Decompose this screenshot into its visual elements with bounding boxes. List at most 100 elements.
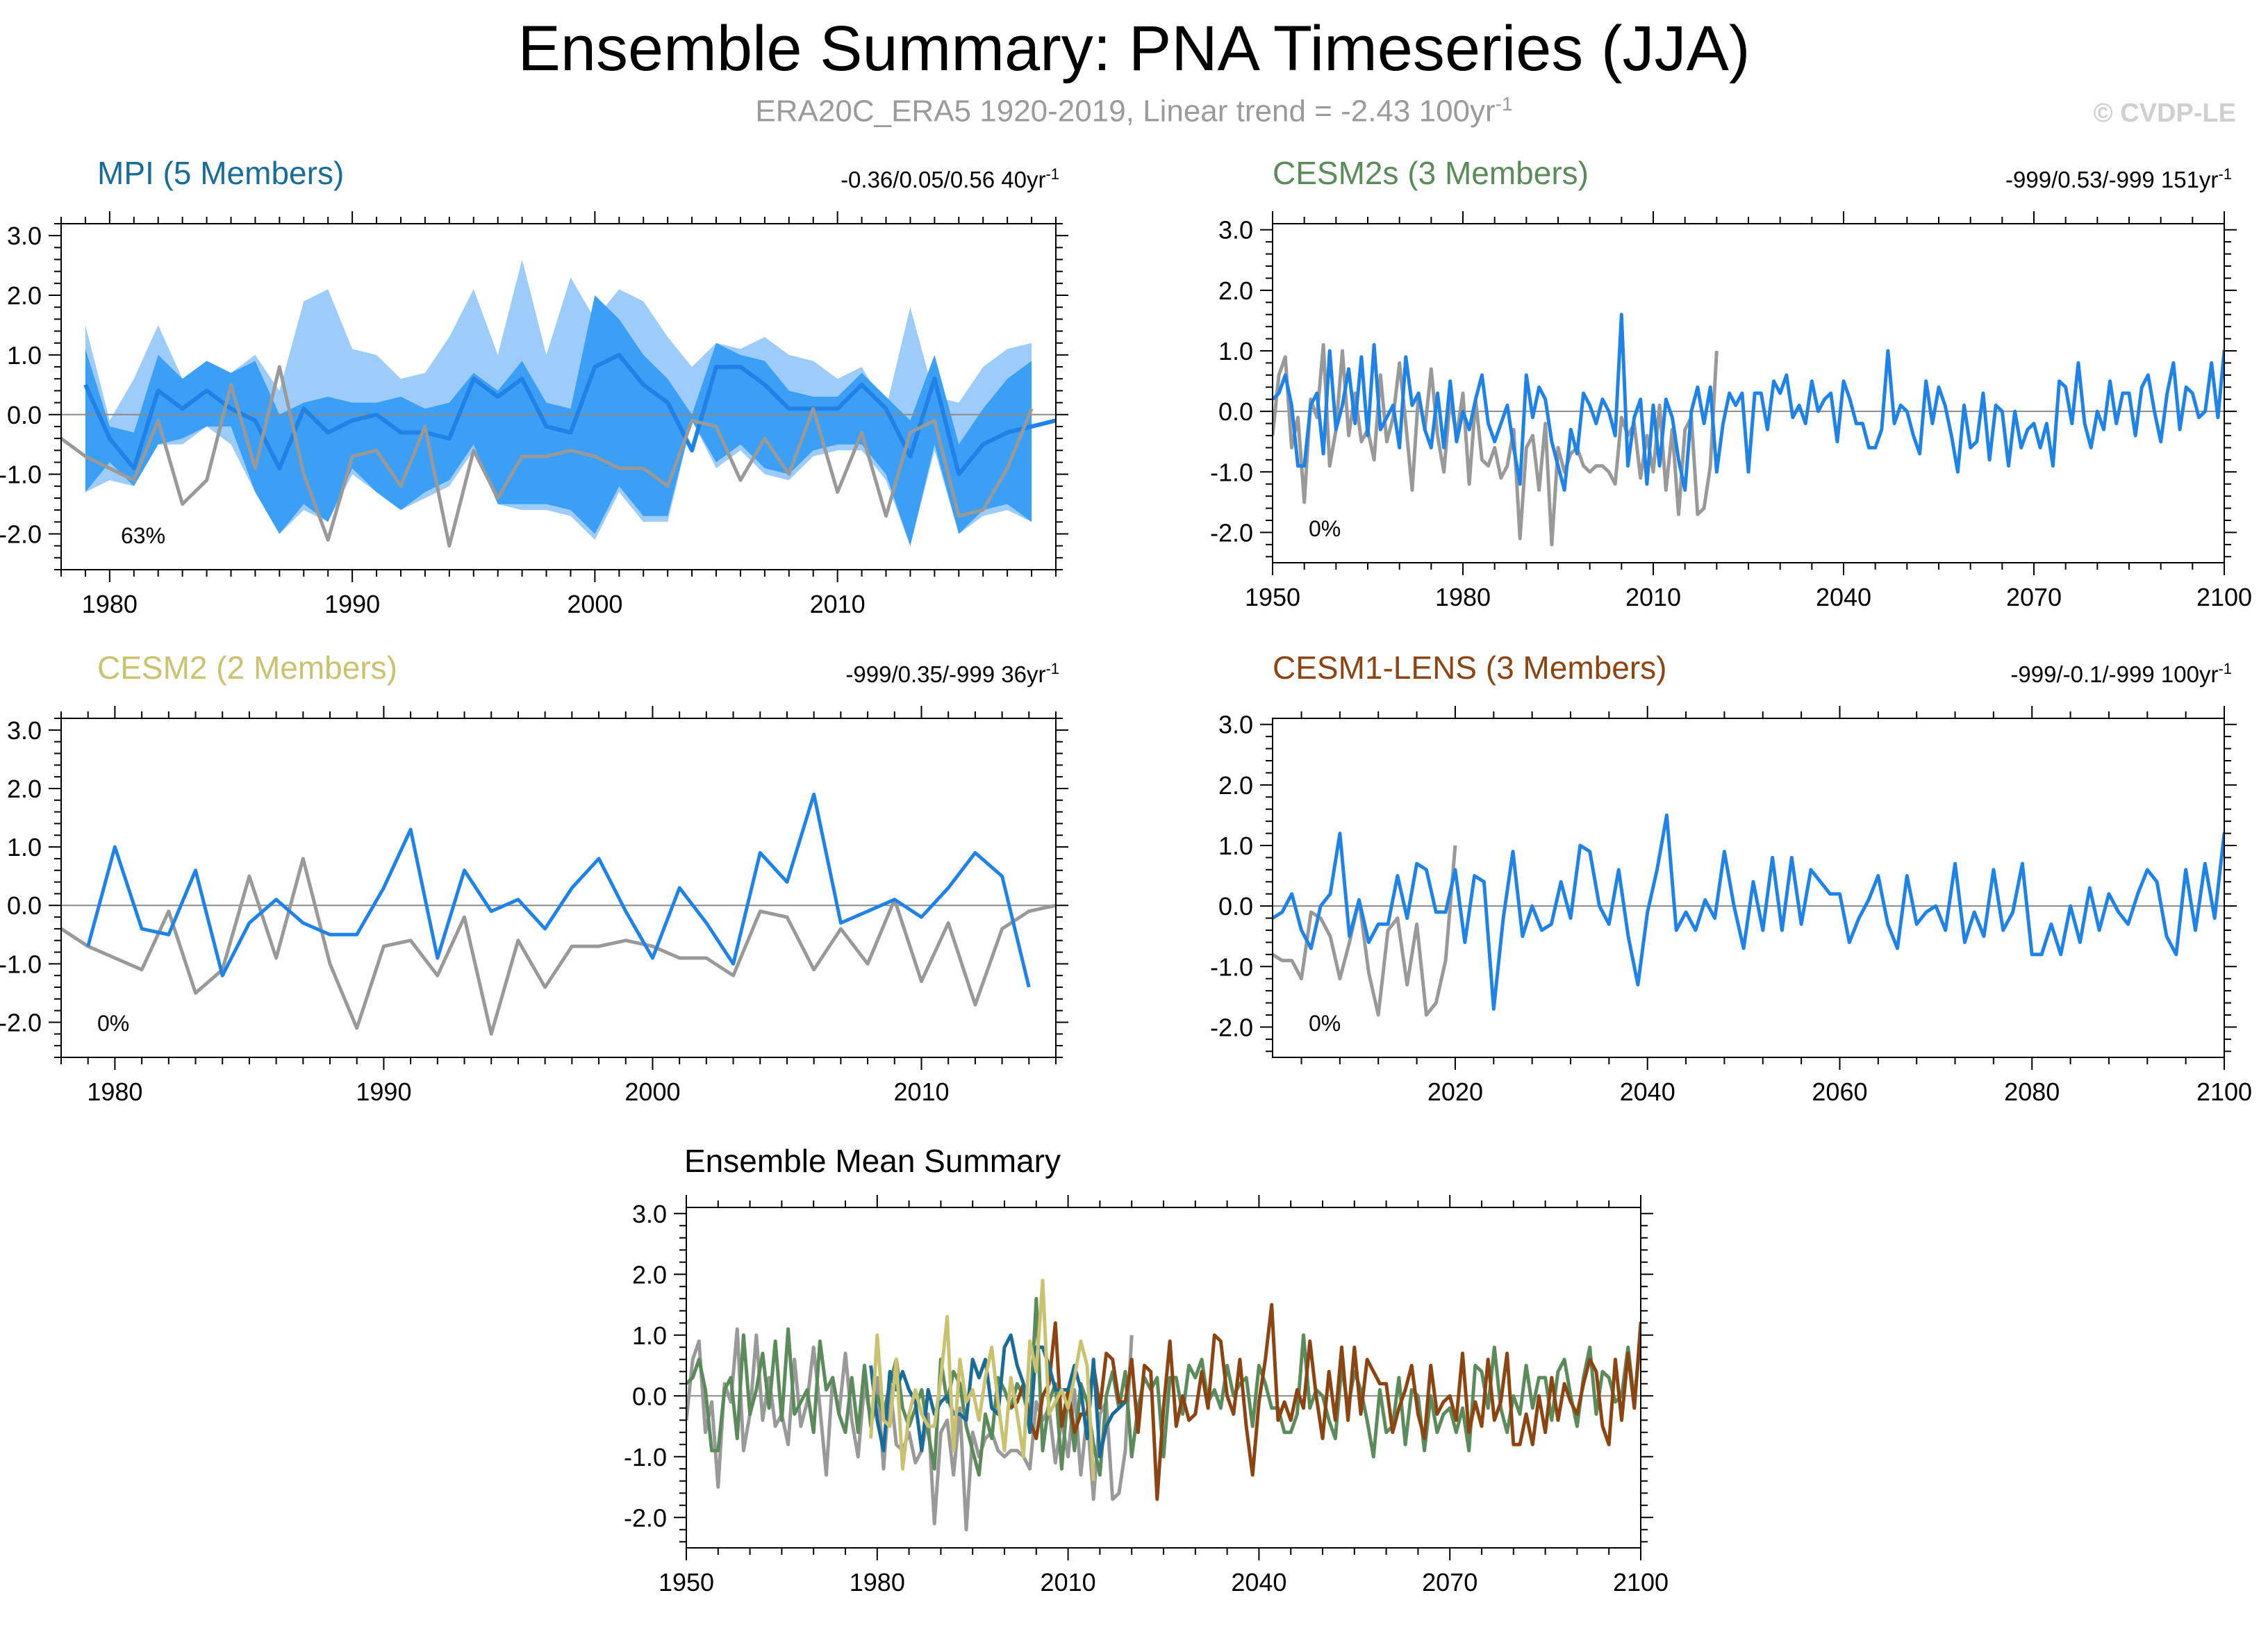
x-tick-label: 2000 — [567, 590, 622, 618]
percent-label: 0% — [1309, 1011, 1341, 1036]
y-tick-label: -2.0 — [624, 1503, 667, 1532]
x-tick-label: 2060 — [1812, 1078, 1867, 1106]
y-tick-label: 0.0 — [7, 401, 42, 429]
trend-cesm1-sup: -1 — [2218, 660, 2232, 677]
panel-title-cesm2: CESM2 (2 Members) — [97, 650, 397, 686]
y-tick-label: -1.0 — [1210, 952, 1253, 981]
y-tick-label: 3.0 — [7, 222, 42, 250]
chart-panel-cesm2: -2.0 -1.0 0.0 1.0 2.0 3.0 1980 1990 2000 2010 0% — [0, 706, 1068, 1106]
y-tick-label: -2.0 — [1210, 1013, 1253, 1041]
chart-panel-cesm1: -2.0 -1.0 0.0 1.0 2.0 3.0 2020 2040 2060 2080 2100… — [1210, 706, 2252, 1106]
x-tick-label: 2080 — [2004, 1078, 2060, 1106]
y-tick-label: 1.0 — [1218, 337, 1253, 365]
y-tick-label: -1.0 — [0, 950, 42, 978]
plot-frame — [60, 718, 1057, 1058]
x-tick-label: 1950 — [1245, 583, 1300, 611]
series-line-observations — [1273, 845, 1457, 1017]
panel-title-cesm2s: CESM2s (3 Members) — [1273, 155, 1589, 191]
series-line-cesm1-lens — [1009, 1303, 1641, 1501]
trend-mpi-text: -0.36/0.05/0.56 40yr — [841, 167, 1046, 192]
trend-cesm2-text: -999/0.35/-999 36yr — [845, 661, 1046, 687]
panel-title-mpi: MPI (5 Members) — [97, 155, 345, 191]
y-tick-label: 2.0 — [7, 281, 42, 310]
y-tick-label: -1.0 — [1210, 458, 1253, 486]
x-tick-label: 2010 — [1041, 1568, 1096, 1596]
y-tick-label: 0.0 — [7, 891, 42, 920]
x-tick-label: 1980 — [850, 1568, 905, 1596]
y-tick-label: 1.0 — [1218, 832, 1253, 860]
trend-mpi: -0.36/0.05/0.56 40yr-1 — [841, 165, 1059, 193]
x-tick-label: 2010 — [810, 590, 866, 618]
x-tick-label: 2070 — [2006, 583, 2062, 611]
y-tick-label: 1.0 — [7, 833, 42, 861]
x-tick-label: 1980 — [82, 590, 138, 618]
x-tick-label: 1990 — [324, 590, 380, 618]
page-title: Ensemble Summary: PNA Timeseries (JJA) — [518, 13, 1750, 84]
plot-area — [686, 1278, 1641, 1532]
series-line-observations — [61, 365, 1034, 548]
x-tick-label: 2100 — [2196, 583, 2252, 611]
trend-cesm2s-sup: -1 — [2218, 165, 2232, 183]
x-tick-label: 2020 — [1427, 1078, 1483, 1106]
series-line-ensemble-mean — [1273, 313, 2224, 492]
page-subtitle: ERA20C_ERA5 1920-2019, Linear trend = -2… — [0, 93, 2268, 129]
y-tick-label: 1.0 — [632, 1321, 667, 1350]
x-tick-label: 2040 — [1816, 583, 1871, 611]
x-tick-label: 1980 — [1435, 583, 1491, 611]
series-line-ensemble-mean — [1273, 813, 2224, 1011]
plot-area — [61, 792, 1056, 1036]
y-tick-label: 0.0 — [1218, 892, 1253, 921]
y-tick-label: -2.0 — [0, 520, 42, 548]
x-tick-label: 2010 — [893, 1078, 949, 1106]
copyright-label: © CVDP-LE — [2093, 99, 2236, 128]
y-tick-label: 3.0 — [1218, 216, 1253, 245]
y-tick-label: -1.0 — [624, 1443, 667, 1471]
y-tick-label: 0.0 — [1218, 397, 1253, 426]
plot-area — [61, 259, 1056, 548]
y-tick-label: 2.0 — [7, 775, 42, 803]
x-tick-label: 1950 — [659, 1568, 714, 1596]
subtitle-sup: -1 — [1495, 93, 1513, 115]
trend-cesm2s-text: -999/0.53/-999 151yr — [2005, 167, 2219, 192]
plot-area — [1273, 813, 2224, 1017]
trend-cesm1: -999/-0.1/-999 100yr-1 — [2010, 660, 2232, 688]
x-tick-label: 2070 — [1422, 1568, 1477, 1596]
x-tick-label: 1980 — [87, 1078, 142, 1106]
y-tick-label: 1.0 — [7, 341, 42, 370]
x-tick-label: 2100 — [2196, 1078, 2252, 1106]
trend-mpi-sup: -1 — [1045, 165, 1059, 183]
percent-label: 63% — [121, 523, 165, 548]
y-tick-label: 2.0 — [632, 1260, 667, 1289]
series-line-cesm2 — [869, 1278, 1095, 1481]
percent-label: 0% — [97, 1011, 129, 1036]
y-tick-label: 3.0 — [632, 1200, 667, 1228]
x-tick-label: 2010 — [1625, 583, 1681, 611]
y-tick-label: -1.0 — [0, 461, 42, 489]
series-line-observations — [1273, 343, 1719, 547]
y-tick-label: 3.0 — [7, 716, 42, 745]
x-tick-label: 2040 — [1620, 1078, 1675, 1106]
series-line-ensemble-mean — [86, 792, 1031, 988]
chart-panel-ensmean: -2.0 -1.0 0.0 1.0 2.0 3.0 1950 1980 2010 2040 2070… — [624, 1195, 1669, 1596]
ensemble-band-inner — [85, 295, 1032, 546]
x-tick-label: 1990 — [356, 1078, 411, 1106]
plot-area — [1273, 313, 2224, 547]
trend-cesm2s: -999/0.53/-999 151yr-1 — [2005, 165, 2232, 193]
y-tick-label: -2.0 — [0, 1009, 42, 1037]
chart-panel-mpi: -2.0 -1.0 0.0 1.0 2.0 3.0 1980 1990 2000 2010 63% — [0, 211, 1068, 618]
plot-frame — [60, 223, 1057, 570]
trend-cesm1-text: -999/-0.1/-999 100yr — [2010, 661, 2219, 687]
x-tick-label: 2100 — [1613, 1568, 1669, 1596]
y-tick-label: -2.0 — [1210, 518, 1253, 547]
x-tick-label: 2040 — [1231, 1568, 1286, 1596]
trend-cesm2-sup: -1 — [1045, 660, 1059, 677]
y-tick-label: 2.0 — [1218, 277, 1253, 305]
percent-label: 0% — [1309, 516, 1341, 541]
y-tick-label: 2.0 — [1218, 771, 1253, 800]
x-tick-label: 2000 — [624, 1078, 680, 1106]
panel-title-ensmean: Ensemble Mean Summary — [684, 1143, 1061, 1179]
trend-cesm2: -999/0.35/-999 36yr-1 — [845, 660, 1059, 688]
plot-frame — [1272, 718, 2225, 1058]
series-line-observations — [686, 1327, 1134, 1532]
